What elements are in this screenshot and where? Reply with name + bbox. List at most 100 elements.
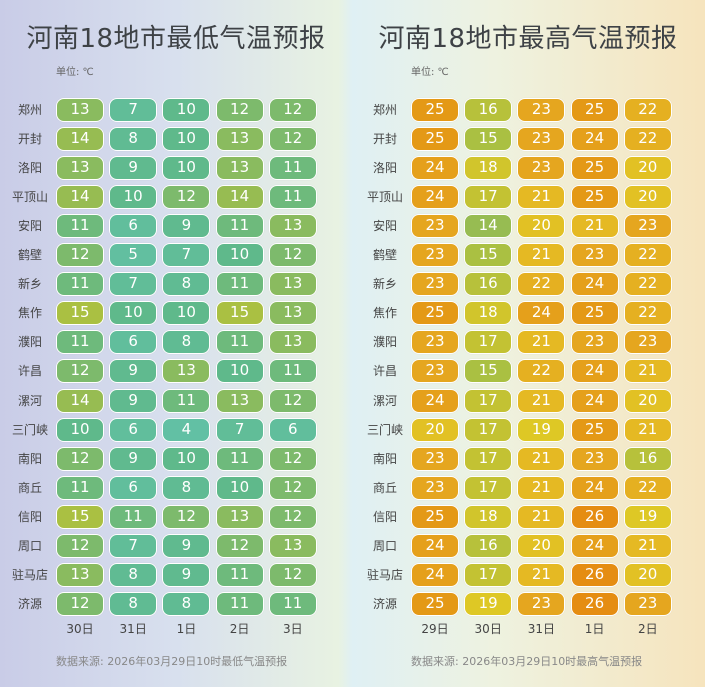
temp-cell: 16 [464, 98, 513, 122]
temp-cell: 17 [464, 475, 513, 500]
temp-cell: 22 [623, 272, 672, 297]
temp-cell: 22 [517, 272, 566, 297]
temp-cell: 16 [464, 533, 513, 558]
source-note: 数据来源: 2026年03月29日10时最低气温预报 [56, 655, 288, 668]
temp-cell: 23 [517, 591, 566, 616]
row-label: 安阳 [372, 219, 397, 234]
date-label: 2日 [637, 622, 658, 636]
temp-cell: 25 [411, 127, 459, 152]
temp-cell: 12 [268, 562, 317, 587]
temp-cell: 13 [215, 156, 264, 181]
temp-cell: 23 [570, 330, 619, 355]
temp-cell: 11 [268, 156, 317, 181]
temp-cell: 23 [411, 243, 459, 268]
row-label: 漯河 [17, 393, 42, 408]
row-label: 济源 [372, 596, 397, 611]
temp-cell: 7 [109, 98, 158, 122]
temp-cell: 16 [623, 446, 672, 471]
temp-cell: 9 [162, 214, 211, 239]
temp-cell: 12 [268, 127, 317, 152]
temp-cell: 18 [464, 301, 513, 326]
temp-cell: 23 [623, 330, 672, 355]
temp-cell: 12 [56, 243, 104, 268]
row-label: 郑州 [372, 103, 397, 117]
temp-cell: 25 [411, 504, 459, 529]
temp-cell: 22 [623, 301, 672, 326]
temp-cell: 12 [268, 243, 317, 268]
temp-cell: 13 [162, 359, 211, 384]
row-label: 焦作 [372, 306, 397, 321]
temp-cell: 15 [464, 243, 513, 268]
temp-cell: 14 [56, 127, 104, 152]
temp-cell: 23 [517, 98, 566, 122]
temp-cell: 25 [570, 301, 619, 326]
date-label: 30日 [474, 622, 502, 636]
temp-cell: 14 [215, 185, 264, 210]
date-label: 3日 [282, 622, 303, 636]
temp-cell: 7 [109, 533, 158, 558]
temp-cell: 12 [56, 359, 104, 384]
row-label: 商丘 [17, 480, 42, 495]
temp-cell: 11 [215, 591, 264, 616]
temp-cell: 8 [162, 591, 211, 616]
temp-cell: 19 [623, 504, 672, 529]
temp-cell: 23 [411, 359, 459, 384]
temp-cell: 12 [162, 185, 211, 210]
temp-cell: 9 [109, 359, 158, 384]
temp-cell: 10 [215, 243, 264, 268]
temp-cell: 13 [268, 301, 317, 326]
temp-cell: 22 [623, 127, 672, 152]
row-label: 济源 [17, 596, 42, 611]
temp-cell: 24 [570, 475, 619, 500]
temp-cell: 17 [464, 446, 513, 471]
row-label: 濮阳 [372, 335, 397, 350]
temp-cell: 12 [215, 98, 264, 122]
temp-cell: 11 [56, 330, 104, 355]
row-label: 三门峡 [11, 422, 48, 437]
temp-cell: 12 [268, 446, 317, 471]
temp-cell: 21 [517, 562, 566, 587]
temp-cell: 12 [268, 504, 317, 529]
min-temp-panel: 河南18地市最低气温预报 单位: ℃ 数据来源: 2026年03月29日10时最… [0, 0, 352, 687]
temp-cell: 20 [623, 185, 672, 210]
row-label: 驻马店 [366, 567, 403, 582]
temp-cell: 22 [623, 243, 672, 268]
date-label: 29日 [421, 622, 449, 636]
row-label: 濮阳 [17, 335, 42, 350]
temp-cell: 15 [56, 301, 104, 326]
temp-cell: 21 [517, 504, 566, 529]
temp-cell: 20 [623, 388, 672, 413]
temp-cell: 11 [109, 504, 158, 529]
row-label: 驻马店 [11, 567, 48, 582]
temp-cell: 21 [517, 243, 566, 268]
temp-cell: 23 [623, 591, 672, 616]
row-label: 安阳 [17, 219, 42, 234]
temp-cell: 24 [570, 272, 619, 297]
temp-cell: 10 [162, 127, 211, 152]
temp-cell: 24 [411, 185, 459, 210]
row-label: 漯河 [372, 393, 397, 408]
row-label: 南阳 [372, 451, 397, 466]
temp-cell: 7 [162, 243, 211, 268]
temp-cell: 23 [570, 446, 619, 471]
temp-cell: 25 [570, 98, 619, 122]
temp-cell: 12 [268, 388, 317, 413]
temp-cell: 10 [215, 359, 264, 384]
temp-cell: 17 [464, 330, 513, 355]
temp-cell: 24 [411, 388, 459, 413]
temp-cell: 23 [411, 330, 459, 355]
temp-cell: 26 [570, 562, 619, 587]
temp-cell: 7 [109, 272, 158, 297]
temp-cell: 11 [268, 591, 317, 616]
temp-cell: 24 [411, 156, 459, 181]
temp-cell: 21 [623, 533, 672, 558]
temp-cell: 20 [623, 156, 672, 181]
temp-cell: 7 [215, 417, 264, 442]
temp-cell: 11 [56, 272, 104, 297]
temp-cell: 19 [464, 591, 513, 616]
temp-cell: 24 [570, 533, 619, 558]
temp-cell: 14 [464, 214, 513, 239]
temp-cell: 24 [411, 562, 459, 587]
row-label: 焦作 [17, 306, 42, 321]
temp-cell: 15 [56, 504, 104, 529]
